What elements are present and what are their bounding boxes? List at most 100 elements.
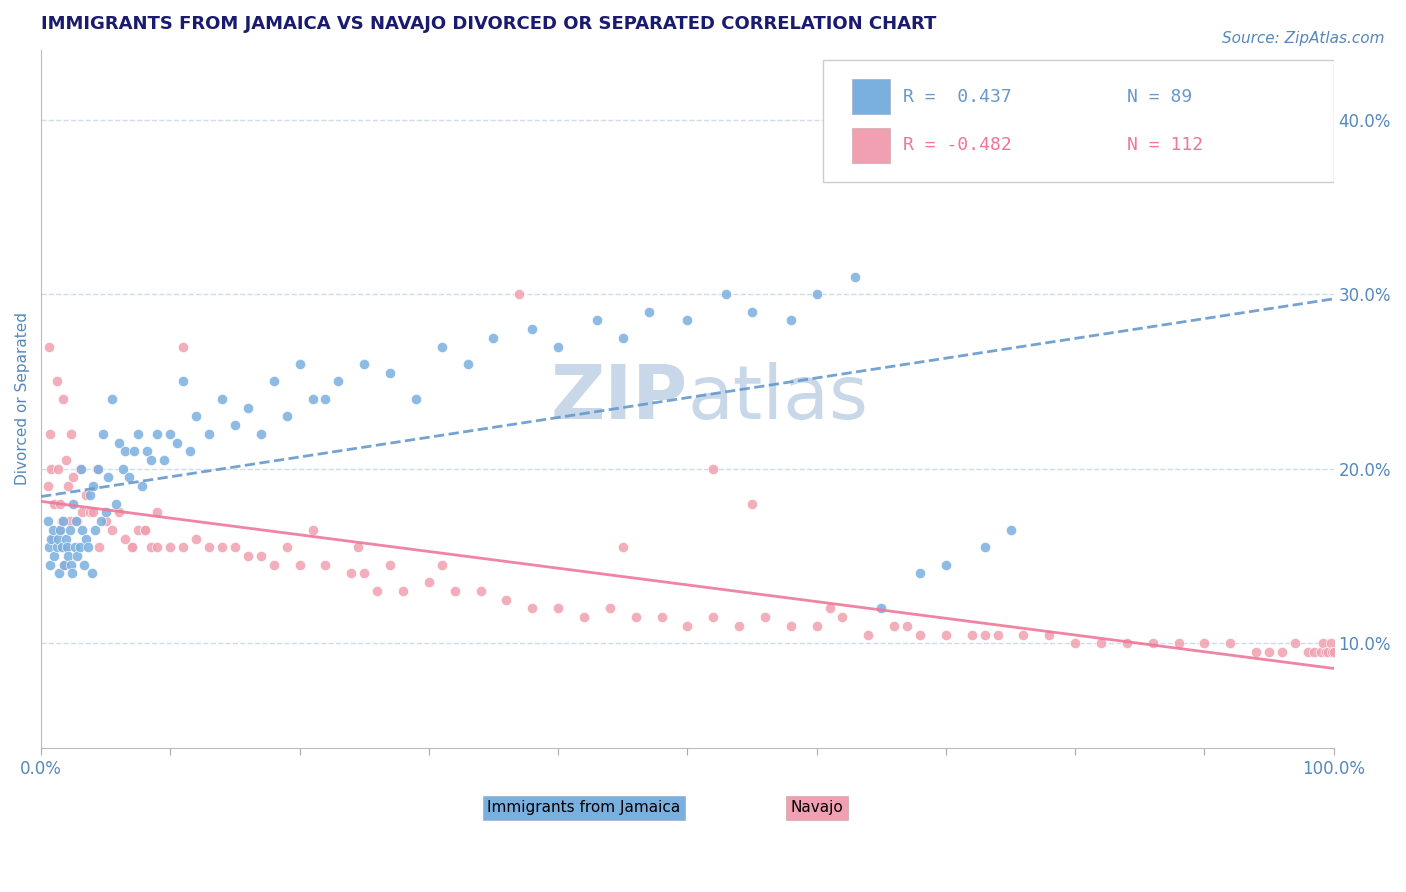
Point: [39, 426, 62, 441]
Point: [198, 541, 221, 555]
Point: [89, 541, 111, 555]
Point: [987, 627, 1010, 641]
Point: [59, 558, 82, 572]
Point: [51, 541, 73, 555]
Point: [1271, 645, 1294, 659]
Point: [107, 435, 129, 450]
Point: [39, 558, 62, 572]
Point: [134, 523, 156, 537]
Point: [51, 514, 73, 528]
Point: [935, 558, 957, 572]
Text: R =  0.437: R = 0.437: [903, 87, 1012, 105]
Point: [90, 514, 112, 528]
Point: [224, 418, 246, 433]
Point: [547, 601, 569, 615]
Point: [101, 523, 124, 537]
Point: [392, 583, 415, 598]
Point: [612, 331, 634, 345]
Text: R = -0.482: R = -0.482: [903, 136, 1012, 154]
Point: [263, 558, 285, 572]
Point: [508, 287, 530, 301]
Point: [75, 532, 97, 546]
Text: Source: ZipAtlas.com: Source: ZipAtlas.com: [1222, 31, 1385, 46]
Point: [470, 583, 492, 598]
Point: [288, 357, 311, 371]
Text: atlas: atlas: [688, 362, 869, 435]
Point: [353, 566, 375, 581]
Point: [91, 426, 114, 441]
Point: [172, 340, 194, 354]
Point: [1142, 636, 1164, 650]
Point: [37, 514, 59, 528]
Text: IMMIGRANTS FROM JAMAICA VS NAVAJO DIVORCED OR SEPARATED CORRELATION CHART: IMMIGRANTS FROM JAMAICA VS NAVAJO DIVORC…: [41, 15, 936, 33]
Point: [818, 601, 841, 615]
Point: [1038, 627, 1060, 641]
Point: [62, 470, 84, 484]
Point: [56, 541, 79, 555]
Text: Immigrants from Jamaica: Immigrants from Jamaica: [488, 800, 681, 815]
FancyBboxPatch shape: [823, 61, 1334, 183]
Point: [301, 392, 323, 406]
Point: [1244, 645, 1267, 659]
Point: [66, 549, 89, 563]
Point: [1064, 636, 1087, 650]
Point: [80, 566, 103, 581]
Point: [301, 523, 323, 537]
Point: [45, 541, 67, 555]
Point: [1322, 645, 1344, 659]
Point: [46, 532, 69, 546]
Point: [328, 375, 350, 389]
Point: [139, 453, 162, 467]
Point: [42, 523, 65, 537]
Point: [702, 462, 724, 476]
Point: [430, 340, 453, 354]
Point: [56, 541, 79, 555]
Point: [59, 426, 82, 441]
Point: [37, 479, 59, 493]
Point: [883, 619, 905, 633]
Point: [101, 392, 124, 406]
Point: [84, 523, 107, 537]
Point: [127, 523, 149, 537]
FancyBboxPatch shape: [852, 128, 890, 163]
Point: [651, 610, 673, 624]
Point: [1312, 636, 1334, 650]
Point: [76, 541, 98, 555]
Point: [844, 269, 866, 284]
Point: [62, 497, 84, 511]
Point: [122, 444, 145, 458]
Point: [353, 357, 375, 371]
Point: [121, 541, 143, 555]
Point: [211, 541, 233, 555]
Point: [48, 566, 70, 581]
Point: [48, 523, 70, 537]
Point: [572, 610, 595, 624]
Point: [714, 287, 737, 301]
Point: [87, 462, 110, 476]
Point: [935, 627, 957, 641]
Point: [806, 287, 828, 301]
Point: [250, 549, 273, 563]
Point: [276, 409, 298, 424]
Point: [624, 610, 647, 624]
Point: [166, 435, 188, 450]
Point: [1012, 627, 1035, 641]
Text: N = 112: N = 112: [1126, 136, 1204, 154]
Point: [1000, 523, 1022, 537]
Point: [134, 523, 156, 537]
Text: N = 89: N = 89: [1126, 87, 1192, 105]
Point: [186, 409, 208, 424]
Point: [276, 541, 298, 555]
Point: [430, 558, 453, 572]
Point: [94, 505, 117, 519]
Point: [153, 453, 176, 467]
Point: [1309, 645, 1331, 659]
Point: [146, 426, 169, 441]
Point: [46, 462, 69, 476]
Point: [146, 541, 169, 555]
Point: [236, 549, 259, 563]
Point: [443, 583, 465, 598]
Point: [457, 357, 479, 371]
Point: [806, 619, 828, 633]
Point: [973, 627, 995, 641]
